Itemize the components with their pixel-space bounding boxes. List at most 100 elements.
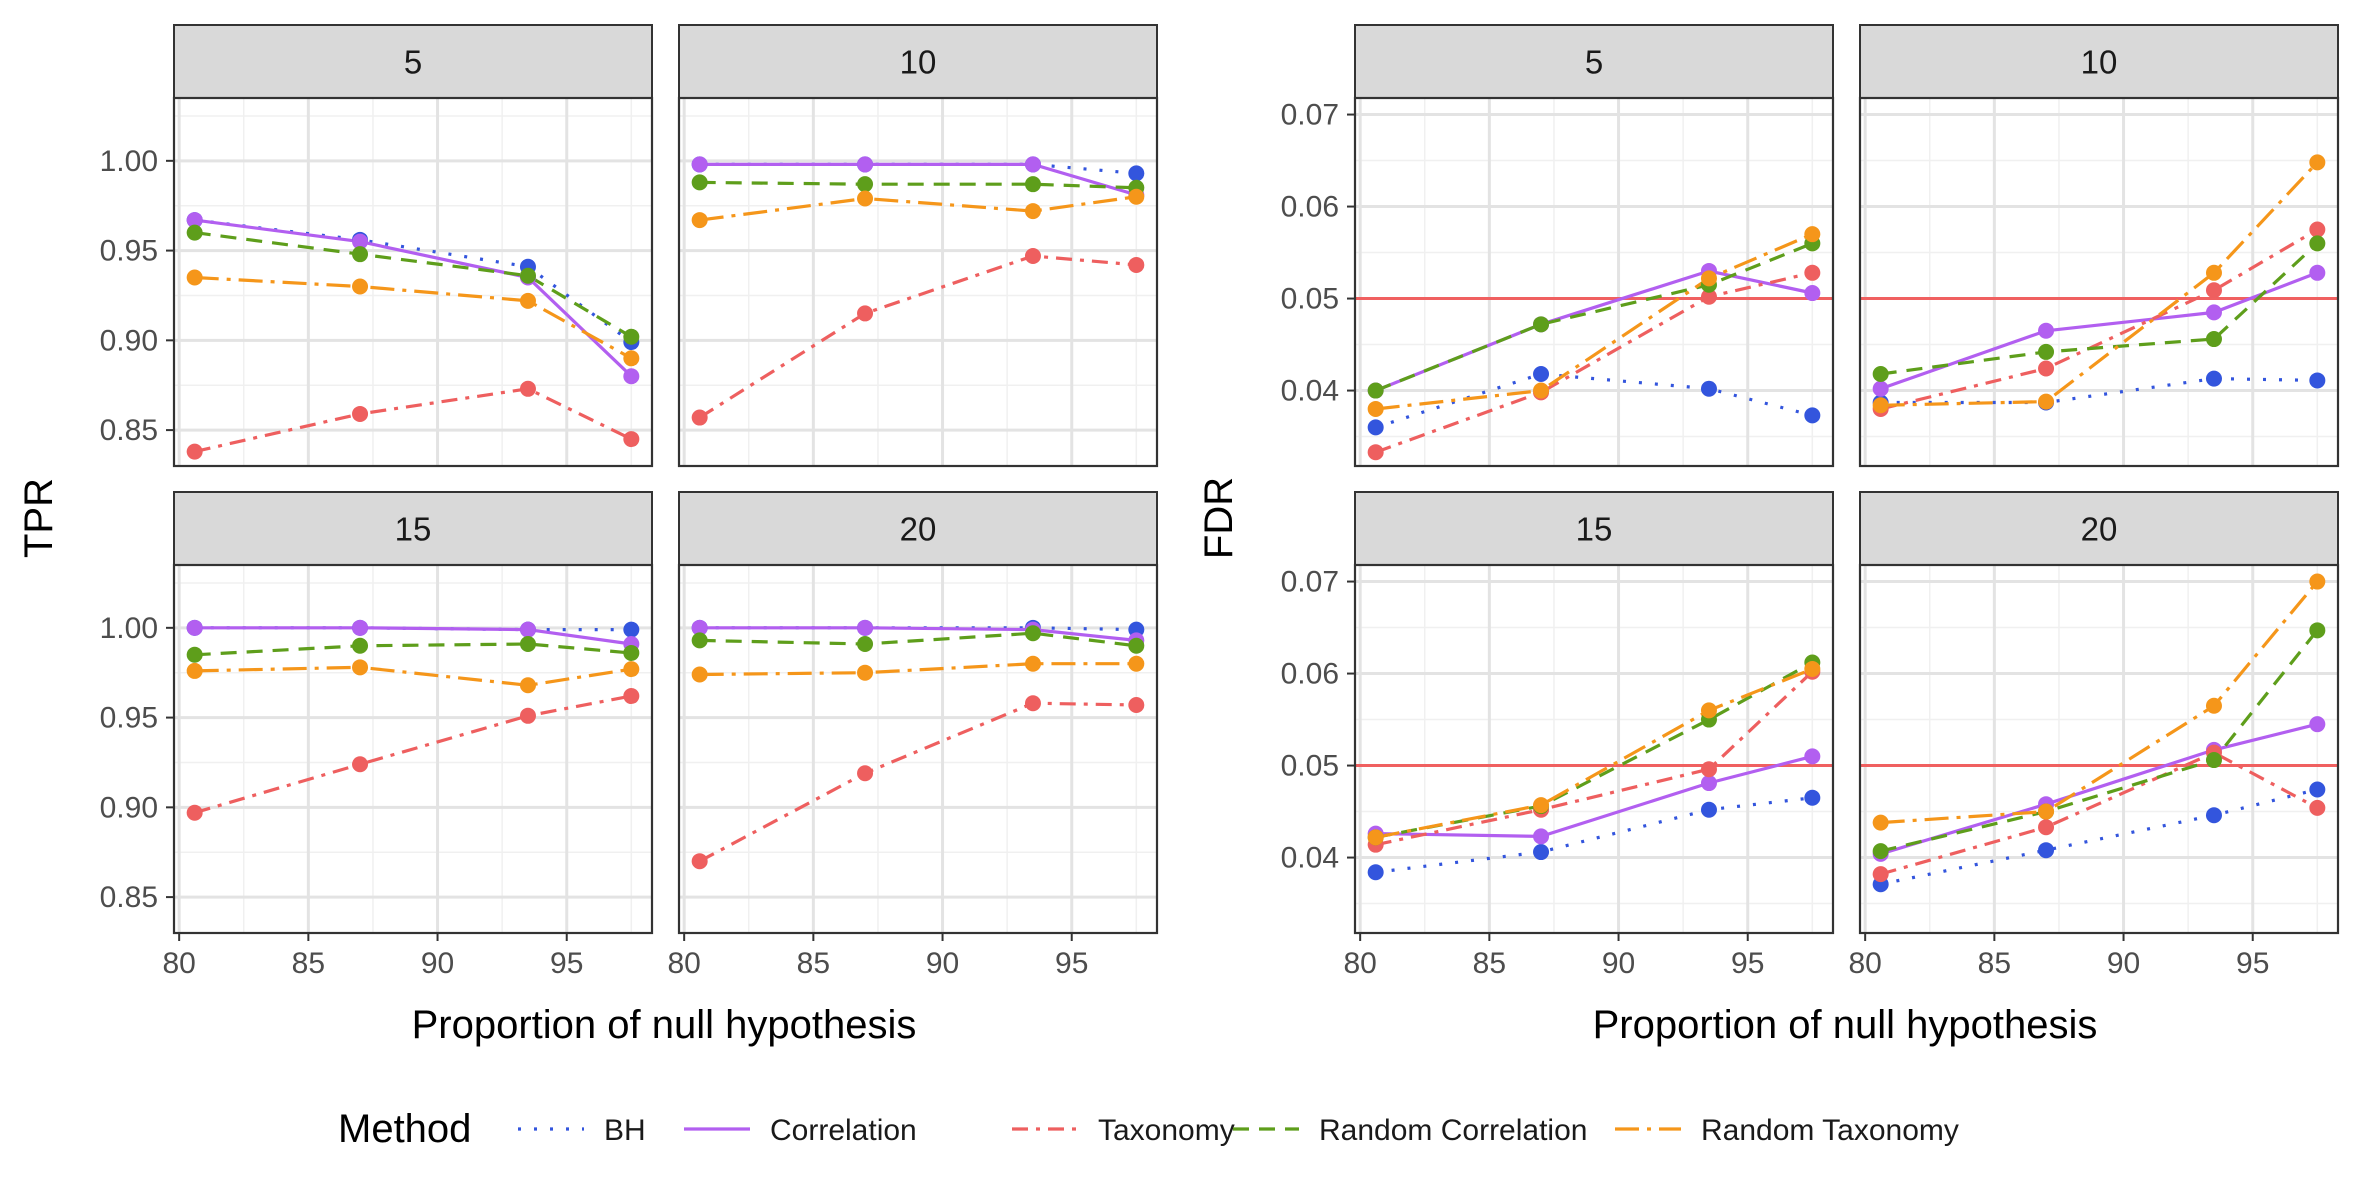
fdr-panel-5-random-correlation-line <box>1375 241 1813 393</box>
tpr-y-axis-title: TPR <box>17 478 61 558</box>
fdr-panel-20-taxonomy-point <box>2038 819 2055 836</box>
y-tick-label: 1.00 <box>100 145 158 178</box>
tpr-panel-15-taxonomy-line <box>194 694 632 815</box>
fdr-panel-5-taxonomy-point <box>1804 264 1821 281</box>
tpr-panel-5-correlation-point <box>623 368 640 385</box>
tpr-panel-20-random-correlation-line <box>699 631 1137 648</box>
tpr-panel-15-random-correlation-point <box>186 646 203 663</box>
y-tick-label: 0.04 <box>1281 375 1339 408</box>
fdr-panel-5-random-correlation-point <box>1367 382 1384 399</box>
fdr-panel-15-random-taxonomy-point <box>1367 829 1384 846</box>
tpr-panel-5-random-taxonomy-point <box>519 292 536 309</box>
legend-title: Method <box>338 1107 471 1151</box>
tpr-panel-5-random-correlation-line <box>194 231 633 339</box>
x-tick-label: 95 <box>550 947 583 980</box>
fdr-panel-5-random-taxonomy-line <box>1375 232 1813 411</box>
fdr-panel-10-correlation-point <box>2205 304 2222 321</box>
y-tick-label: 0.85 <box>100 414 158 447</box>
tpr-panel-5-taxonomy-point <box>519 380 536 397</box>
fdr-panel-15-taxonomy-line <box>1375 670 1814 847</box>
x-tick-label: 85 <box>292 947 325 980</box>
tpr-panel-5-background <box>174 98 652 466</box>
fdr-panel-15-random-taxonomy-point <box>1700 702 1717 719</box>
fdr-panel-5-taxonomy-line <box>1375 271 1813 454</box>
fdr-panel-5-strip-label: 5 <box>1585 44 1603 81</box>
fdr-panel-20-random-taxonomy-line <box>1880 580 2319 825</box>
tpr-panel-5-strip-label: 5 <box>404 44 422 81</box>
tpr-panel-15-correlation-point <box>186 619 203 636</box>
fdr-panel-15-random-taxonomy-point <box>1804 660 1821 677</box>
fdr-panel-10-strip-label: 10 <box>2081 44 2118 81</box>
fdr-panel-20-taxonomy-point <box>2309 799 2326 816</box>
tpr-panel-5-taxonomy-point <box>623 431 640 448</box>
fdr-panel-15-strip <box>1354 491 1834 566</box>
tpr-panel-20-taxonomy-point <box>1024 695 1041 712</box>
tpr-panel-10-strip <box>678 24 1158 99</box>
fdr-panel-15-bh-point <box>1533 844 1550 861</box>
fdr-panel-10-taxonomy-point <box>2205 282 2222 299</box>
fdr-panel-20-random-correlation-point <box>1872 843 1889 860</box>
y-tick-label: 0.06 <box>1281 658 1339 691</box>
tpr-panel-15-strip <box>173 491 653 566</box>
fdr-panel-10-random-correlation-line <box>1880 242 2319 376</box>
tpr-panel-5: 5 0.85 0.90 0.95 1.00 <box>100 24 654 468</box>
fdr-panel-20-bh-point <box>2038 842 2055 859</box>
x-tick-label: 80 <box>1343 947 1376 980</box>
tpr-panel-15-border <box>172 563 654 935</box>
fdr-panel-5-border <box>1353 96 1835 468</box>
fdr-panel-20-border <box>1858 563 2340 935</box>
tpr-panel-10-correlation-line <box>699 162 1137 197</box>
tpr-panel-5-taxonomy-line <box>194 387 633 454</box>
tpr-panel-20-random-taxonomy-point <box>857 664 874 681</box>
fdr-panel-10-taxonomy-point <box>2038 360 2055 377</box>
tpr-panel-10-random-taxonomy-point <box>857 190 874 207</box>
tpr-panel-20-random-taxonomy-point <box>691 666 708 683</box>
fdr-panel-20-random-taxonomy-point <box>2038 803 2055 820</box>
fdr-panel-10-taxonomy-point <box>2309 221 2326 238</box>
tpr-panel-15-taxonomy-point <box>623 688 640 705</box>
fdr-panel-5-random-taxonomy-point <box>1700 270 1717 287</box>
tpr-panel-10-random-taxonomy-point <box>1128 188 1145 205</box>
fdr-panel-15-taxonomy-point <box>1700 761 1717 778</box>
fdr-panel-10-random-taxonomy-point <box>1872 397 1889 414</box>
tpr-panel-10-random-correlation-line <box>699 180 1137 190</box>
fdr-panel-15-correlation-point <box>1700 775 1717 792</box>
legend-label-correlation: Correlation <box>770 1114 917 1147</box>
fdr-panel-15-bh-point <box>1700 801 1717 818</box>
fdr-panel-5-bh-point <box>1700 380 1717 397</box>
fdr-panel-15-border <box>1353 563 1835 935</box>
fdr-panel-5-random-taxonomy-point <box>1367 400 1384 417</box>
tpr-panel-20-taxonomy-line <box>698 701 1137 863</box>
tpr-panel-20-random-correlation-point <box>857 635 874 652</box>
tpr-panel-10-random-correlation-point <box>857 176 874 193</box>
tpr-panel-15-taxonomy-point <box>352 756 369 773</box>
tpr-panel-10: 10 <box>677 24 1159 468</box>
fdr-panel-20-taxonomy-point <box>1872 866 1889 883</box>
tpr-panel-20-random-taxonomy-point <box>1128 655 1145 672</box>
tpr-panel-5-correlation-line <box>194 218 633 378</box>
tpr-panel-10-correlation-point <box>857 156 874 173</box>
x-tick-label: 90 <box>421 947 454 980</box>
tpr-panel-20-taxonomy-point <box>1128 697 1145 714</box>
legend-label-bh: BH <box>604 1114 646 1147</box>
fdr-panel-15-bh-point <box>1804 789 1821 806</box>
fdr-x-axis-title: Proportion of null hypothesis <box>1593 1003 2098 1047</box>
fdr-panel-5: 5 0.04 0.05 0.06 0.07 <box>1281 24 1835 468</box>
tpr-panel-10-border <box>677 96 1159 468</box>
y-tick-label: 0.07 <box>1281 566 1339 599</box>
fdr-panel-5-random-taxonomy-point <box>1804 226 1821 243</box>
fdr-panel-20-random-correlation-line <box>1880 629 2319 853</box>
fdr-panel-20-strip <box>1859 491 2339 566</box>
fdr-panel-10-background <box>1860 98 2338 466</box>
tpr-panel-15-random-taxonomy-point <box>519 677 536 694</box>
x-tick-label: 95 <box>2236 947 2269 980</box>
legend-label-random-taxonomy: Random Taxonomy <box>1701 1114 1959 1147</box>
fdr-panel-10-border <box>1858 96 2340 468</box>
tpr-panel-10-taxonomy-point <box>1128 256 1145 273</box>
tpr-panel-10-random-taxonomy-point <box>1024 203 1041 220</box>
fdr-panel-20-random-taxonomy-point <box>2205 697 2222 714</box>
tpr-panel-15-random-correlation-point <box>519 635 536 652</box>
fdr-panel-5-bh-point <box>1533 366 1550 382</box>
tpr-panel-10-taxonomy-line <box>698 254 1137 419</box>
fdr-y-axis-title: FDR <box>1197 477 1241 559</box>
